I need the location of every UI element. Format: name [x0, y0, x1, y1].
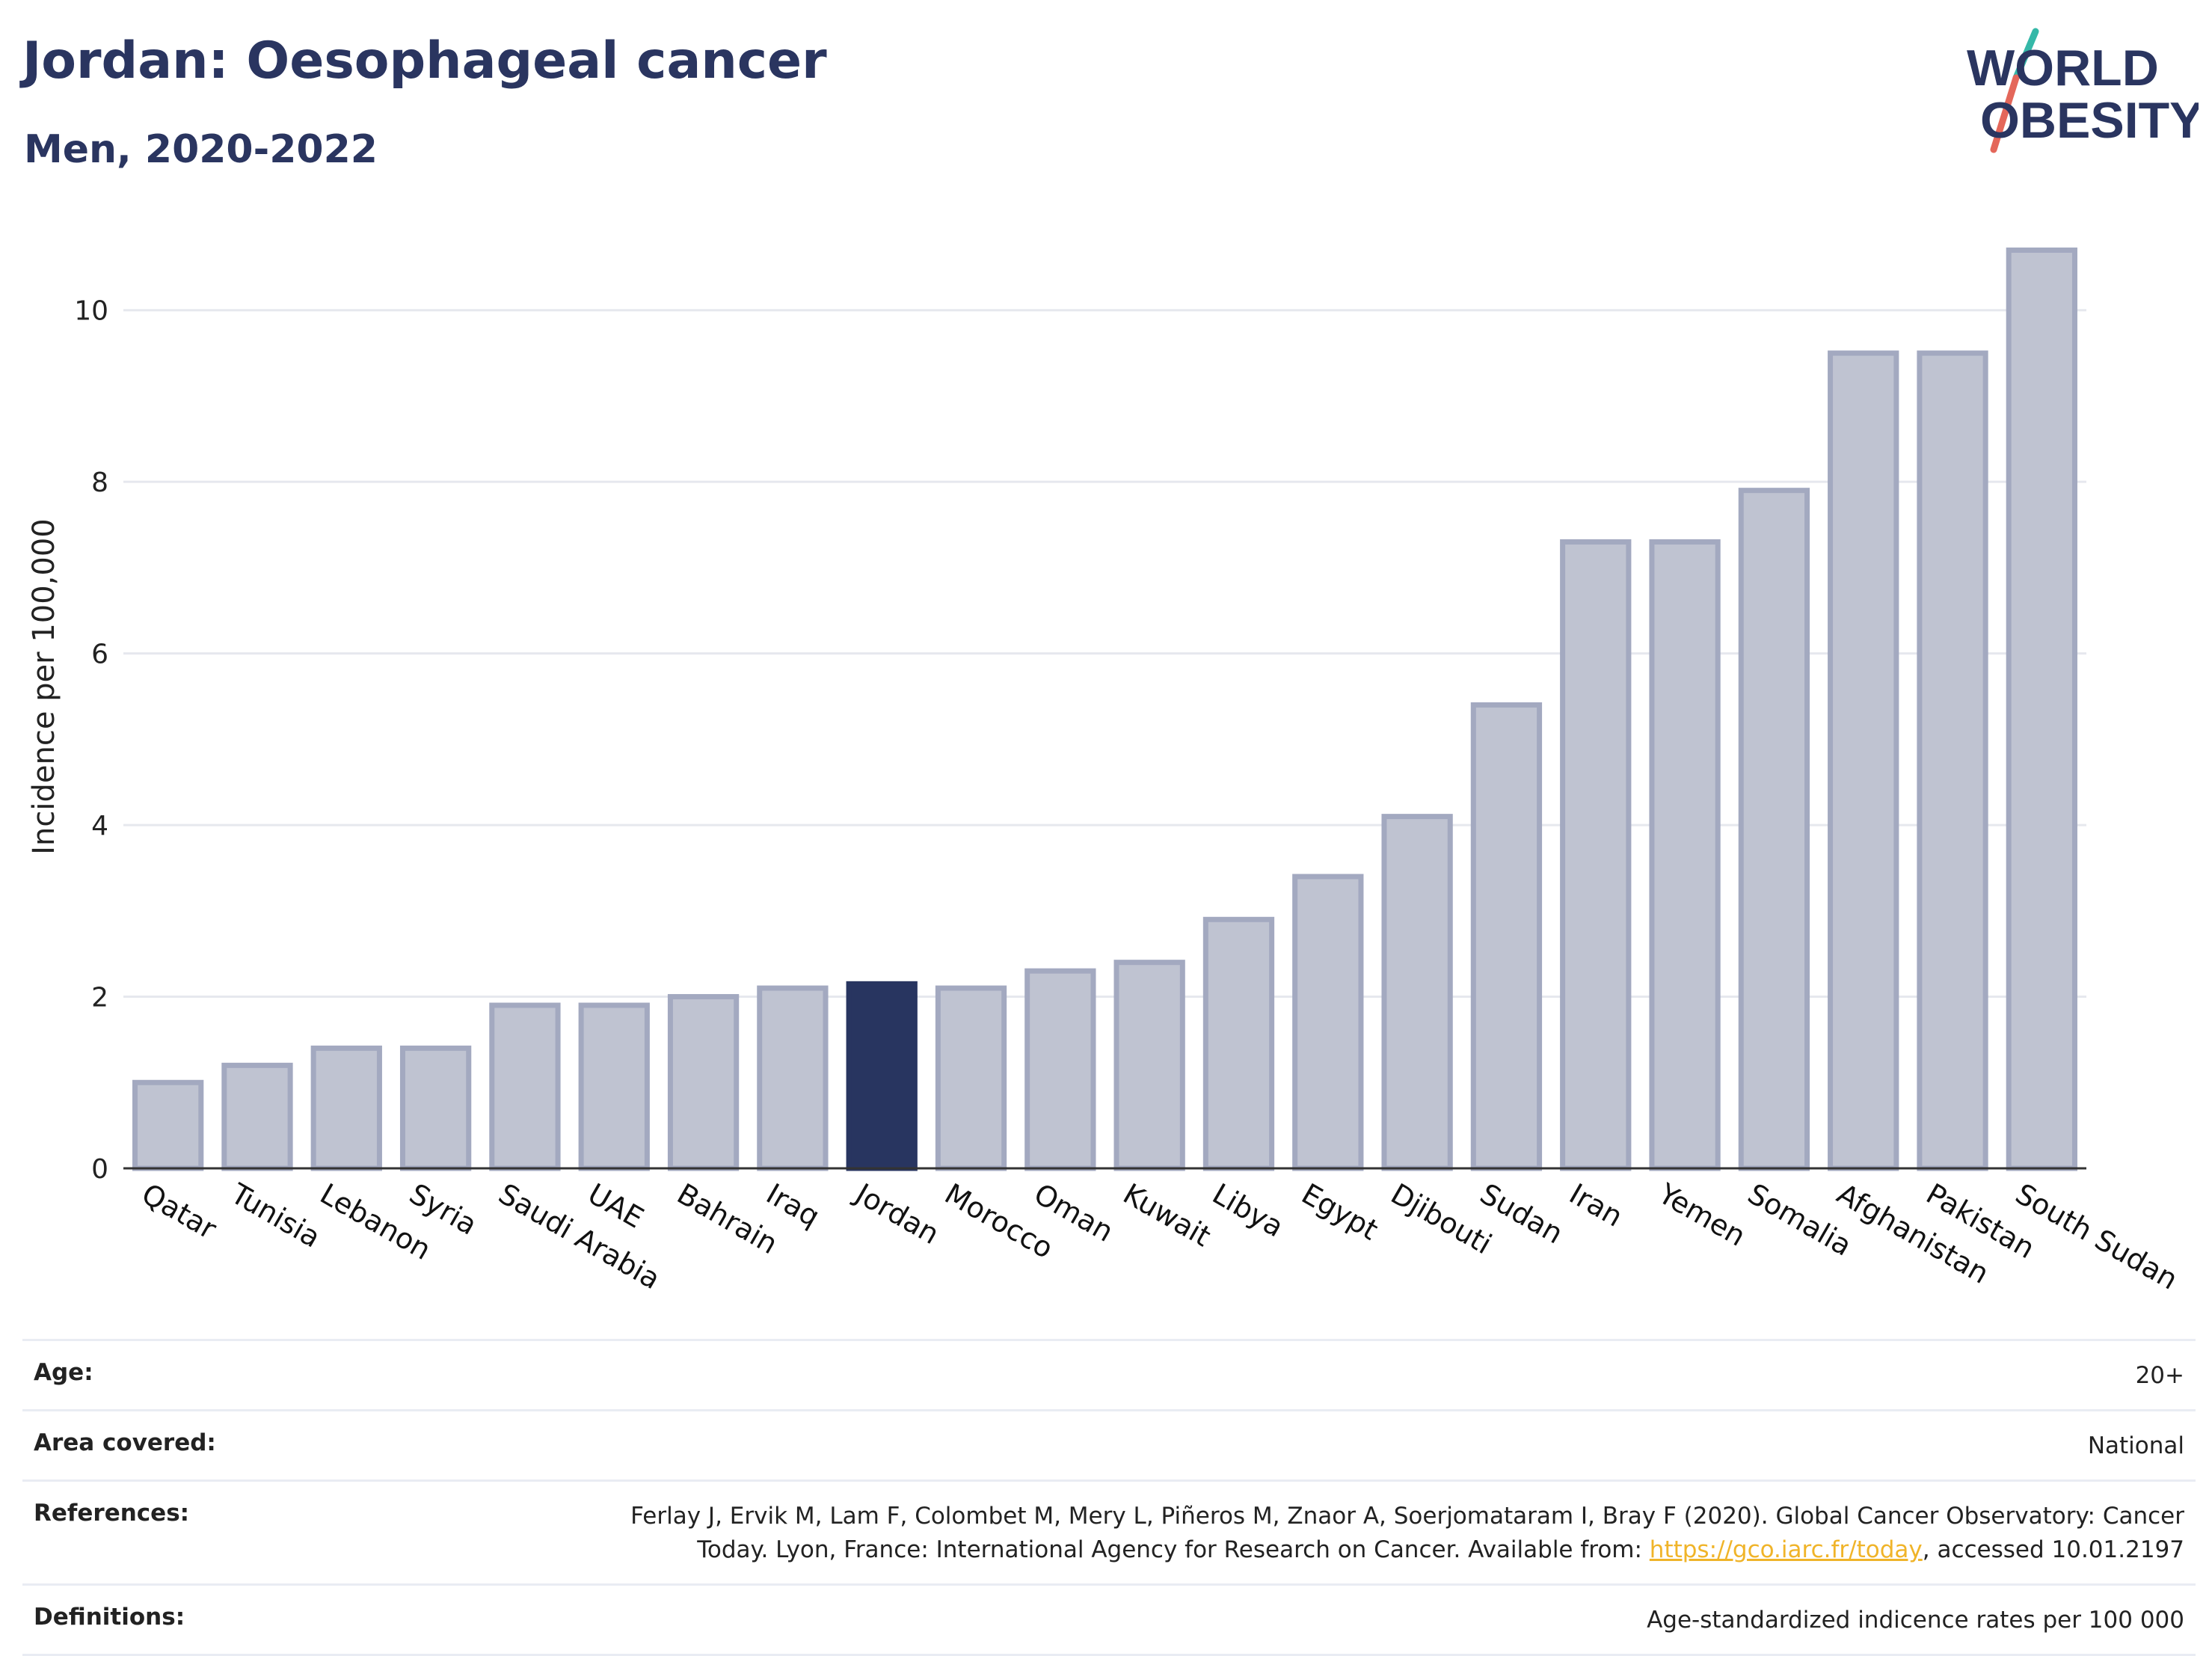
bar-somalia: [1738, 488, 1810, 1171]
y-tick-label: 4: [91, 811, 108, 841]
bar-sudan: [1470, 702, 1543, 1171]
references-value: Ferlay J, Ervik M, Lam F, Colombet M, Me…: [614, 1500, 2184, 1567]
bar-iran: [1560, 539, 1632, 1171]
definitions-label: Definitions:: [34, 1603, 185, 1631]
definitions-value: Age-standardized indicence rates per 100…: [1647, 1606, 2184, 1634]
bar-morocco: [935, 985, 1007, 1171]
y-tick-label: 8: [91, 467, 108, 498]
bars: [132, 247, 2077, 1171]
y-tick-label: 0: [91, 1154, 108, 1185]
age-value: 20+: [2135, 1362, 2184, 1389]
y-tick-label: 2: [91, 983, 108, 1013]
meta-row-area: Area covered: National: [22, 1408, 2196, 1479]
logo-slash-teal: [2012, 28, 2039, 82]
x-tick-label: Qatar: [136, 1177, 222, 1246]
world-obesity-logo: WORLD OBESITY: [1967, 28, 2199, 153]
x-tick-label: Yemen: [1653, 1177, 1751, 1253]
y-axis-label: Incidence per 100,000: [27, 518, 61, 855]
logo-slash-coral: [1990, 74, 2020, 153]
bar-tunisia: [221, 1062, 293, 1171]
x-tick-label: Bahrain: [672, 1177, 783, 1261]
bar-uae: [578, 1002, 650, 1171]
bar-libya: [1202, 916, 1275, 1171]
bar-iraq: [757, 985, 829, 1171]
meta-row-age: Age: 20+: [22, 1339, 2196, 1409]
bar-afghanistan: [1828, 350, 1899, 1171]
x-tick-label: Iran: [1564, 1177, 1628, 1233]
metadata-table: Age: 20+ Area covered: National Referenc…: [22, 1339, 2196, 1656]
bar-syria: [399, 1045, 472, 1171]
bar-egypt: [1292, 874, 1364, 1171]
area-value: National: [2087, 1432, 2184, 1459]
logo-line2: OBESITY: [1980, 92, 2199, 149]
y-tick-labels: 0 2 4 6 8 10: [74, 296, 108, 1185]
chart-subtitle: Men, 2020-2022: [24, 127, 378, 172]
x-tick-label: Djibouti: [1386, 1177, 1498, 1261]
bar-saudi-arabia: [489, 1002, 561, 1171]
area-label: Area covered:: [34, 1429, 216, 1456]
age-label: Age:: [34, 1359, 93, 1386]
bar-pakistan: [1917, 350, 1988, 1171]
x-tick-label: Saudi Arabia: [493, 1177, 666, 1296]
meta-row-references: References: Ferlay J, Ervik M, Lam F, Co…: [22, 1479, 2196, 1583]
references-link[interactable]: https://gco.iarc.fr/today: [1649, 1536, 1923, 1563]
bar-jordan: [846, 981, 918, 1171]
x-tick-label: Kuwait: [1118, 1177, 1217, 1254]
bar-south-sudan: [2006, 247, 2077, 1171]
bar-oman: [1024, 968, 1096, 1171]
logo-line1: WORLD: [1967, 40, 2159, 96]
bar-yemen: [1649, 539, 1721, 1171]
y-tick-label: 10: [74, 296, 108, 327]
x-tick-label: Egypt: [1296, 1177, 1383, 1247]
x-tick-label: Libya: [1207, 1177, 1289, 1244]
bar-lebanon: [310, 1045, 382, 1171]
references-label: References:: [34, 1499, 190, 1527]
bar-djibouti: [1381, 814, 1453, 1171]
references-text-1: Ferlay J, Ervik M, Lam F, Colombet M, Me…: [630, 1502, 2184, 1563]
references-text-2: , accessed 10.01.2197: [1922, 1536, 2184, 1563]
bar-bahrain: [667, 994, 740, 1171]
bar-kuwait: [1113, 960, 1185, 1171]
x-tick-label: Jordan: [849, 1177, 944, 1251]
y-tick-label: 6: [91, 640, 108, 670]
meta-row-definitions: Definitions: Age-standardized indicence …: [22, 1583, 2196, 1656]
x-tick-label: Tunisia: [225, 1177, 326, 1254]
chart-title: Jordan: Oesophageal cancer: [22, 31, 827, 91]
bar-qatar: [132, 1079, 204, 1171]
